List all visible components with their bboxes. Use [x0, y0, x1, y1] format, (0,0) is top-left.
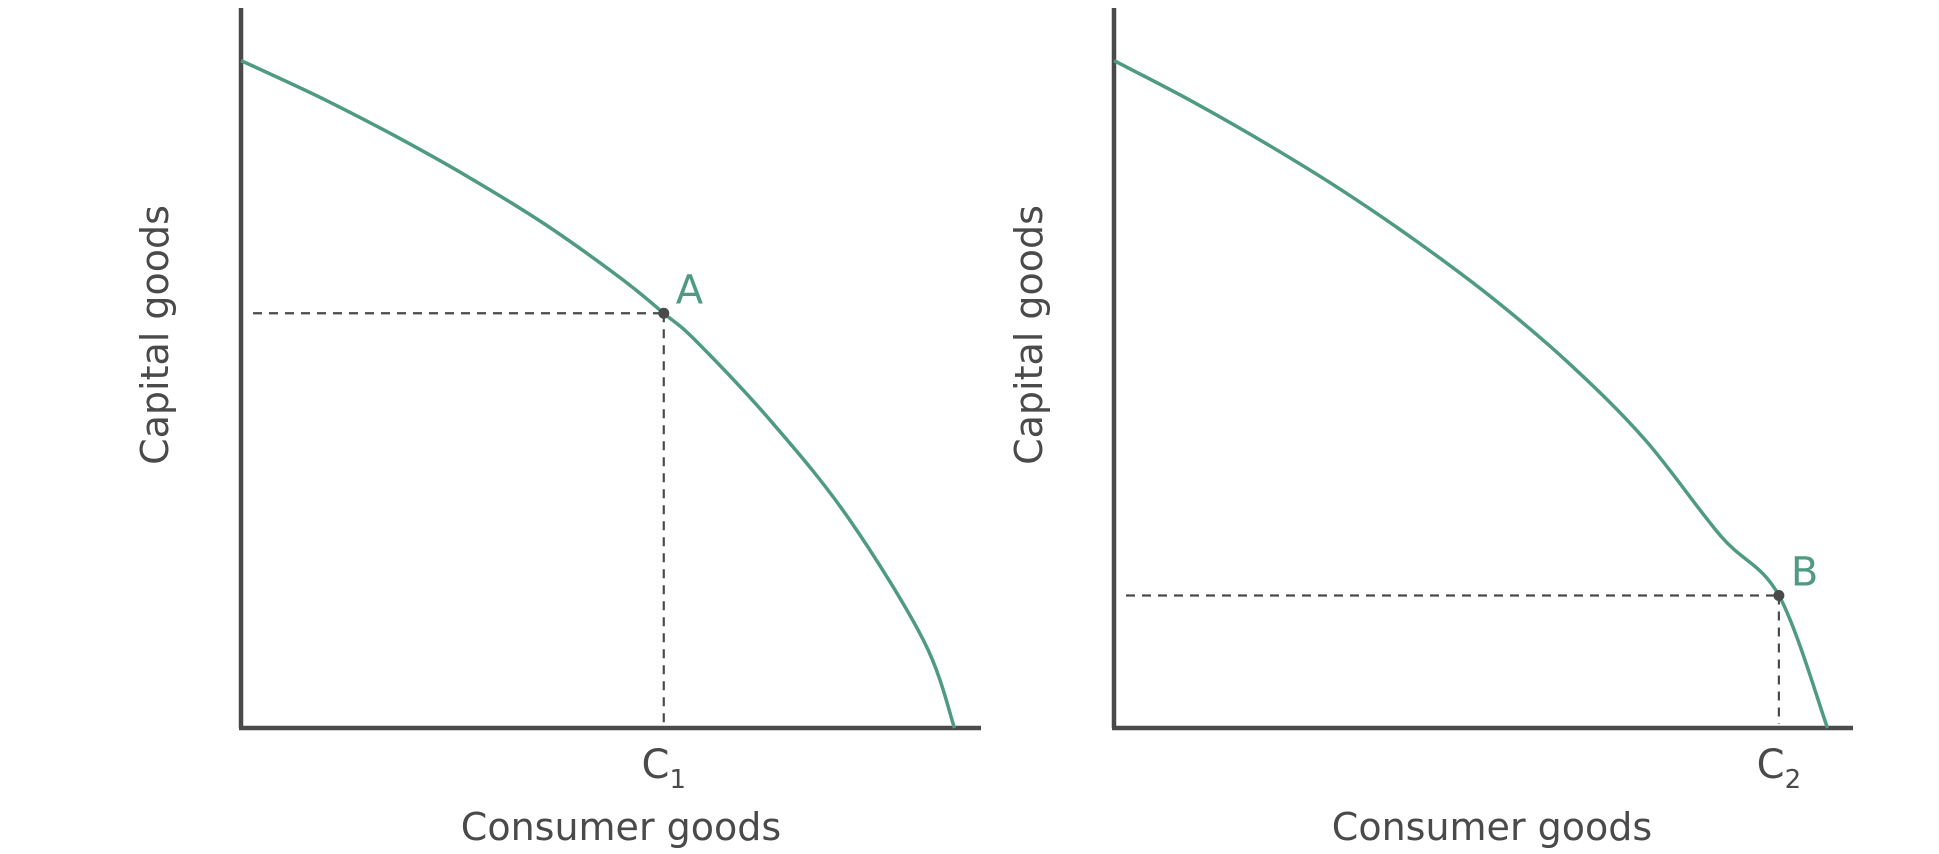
x-tick-subscript: 2 — [1785, 765, 1802, 795]
point-marker — [658, 307, 670, 319]
y-axis-label: Capital goods — [133, 205, 177, 465]
point-label: B — [1791, 550, 1818, 596]
x-axis-label: Consumer goods — [461, 805, 781, 849]
chart-panel-left: A C1 Consumer goods Capital goods — [133, 8, 981, 849]
x-tick-subscript: 1 — [669, 765, 686, 795]
x-tick-main: C — [642, 742, 670, 788]
chart-panel-right: B C2 Consumer goods Capital goods — [1007, 8, 1853, 849]
x-tick-label: C1 — [642, 742, 686, 795]
ppf-curve — [240, 59, 957, 729]
ppf-curve — [1113, 59, 1830, 729]
x-tick-label: C2 — [1757, 742, 1801, 795]
point-marker — [1773, 590, 1785, 602]
x-axis-label: Consumer goods — [1332, 805, 1652, 849]
y-axis-label: Capital goods — [1007, 205, 1051, 465]
x-tick-main: C — [1757, 742, 1785, 788]
point-label: A — [676, 267, 704, 313]
